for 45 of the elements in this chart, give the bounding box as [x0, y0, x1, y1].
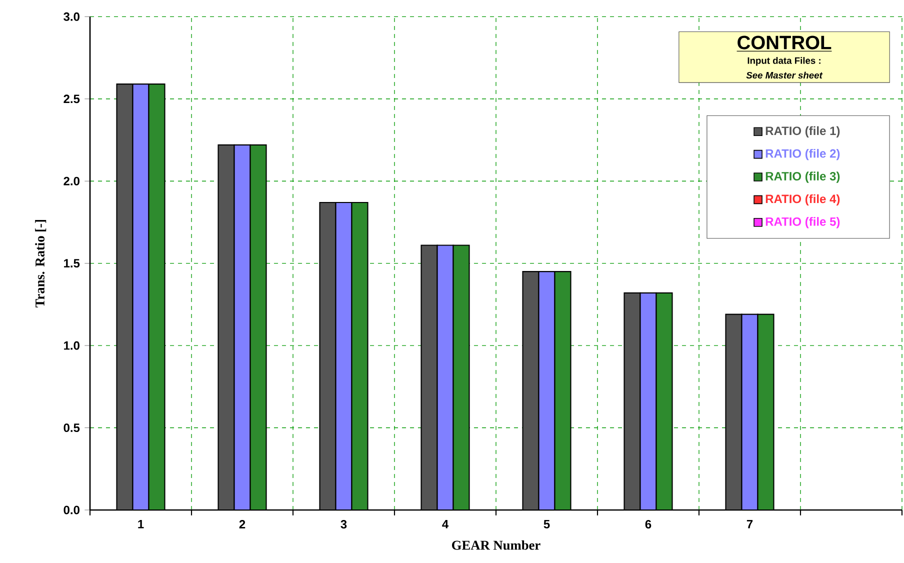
bar: [538, 271, 556, 510]
x-tick-label: 3: [340, 520, 347, 529]
text: Input data Files :: [748, 57, 820, 66]
bar: [624, 292, 641, 510]
bar: [522, 271, 540, 510]
y-tick-label: 0.5: [64, 424, 80, 432]
x-axis-title: GEAR Number: [452, 540, 540, 550]
bar: [757, 314, 774, 510]
bar: [554, 271, 572, 510]
bar: [725, 314, 742, 510]
y-tick-label: 2.0: [64, 176, 80, 186]
y-tick-label: 3.0: [64, 12, 80, 21]
bar: [741, 314, 758, 510]
bar: [436, 244, 454, 510]
bar: [319, 202, 336, 510]
legend-label: RATIO (file 1): [766, 126, 840, 138]
bar: [452, 244, 470, 510]
bar: [351, 202, 368, 510]
x-tick-label: 4: [442, 520, 449, 528]
bar: [250, 144, 267, 510]
x-tick-label: 7: [746, 520, 753, 528]
x-tick-label: 2: [239, 520, 246, 528]
x-tick-label: 1: [138, 520, 144, 528]
bar: [234, 144, 251, 510]
y-tick-label: 2.5: [64, 94, 80, 104]
bar: [218, 144, 235, 510]
bar: [335, 202, 352, 510]
bar: [148, 84, 166, 510]
y-tick-label: 1.0: [64, 341, 80, 350]
y-tick-label: 1.5: [64, 259, 80, 268]
x-tick-label: 5: [544, 520, 550, 528]
y-axis-title: Trans. Ratio [-]: [35, 220, 46, 308]
legend-label: RATIO (file 3): [766, 172, 840, 183]
x-tick-label: 6: [645, 520, 652, 529]
bar: [116, 84, 134, 510]
bar: [656, 292, 673, 510]
annotation: See Master sheet: [746, 72, 823, 79]
bar: [640, 292, 657, 510]
legend-label: RATIO (file 5): [766, 217, 840, 228]
legend-label: RATIO (file 4): [766, 194, 840, 206]
bar: [132, 84, 150, 510]
bar: [420, 244, 438, 510]
y-tick-label: 0.0: [64, 506, 80, 514]
chart-title: CONTROL: [738, 36, 832, 50]
legend-label: RATIO (file 2): [766, 148, 840, 160]
